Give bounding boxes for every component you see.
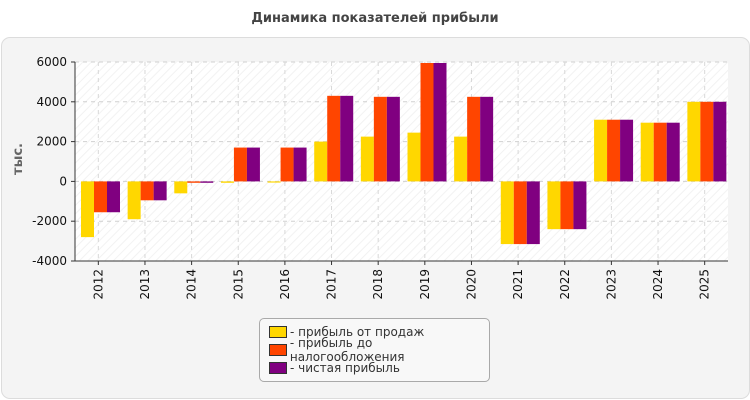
bar-net-profit-2018 xyxy=(386,96,400,182)
chart-title: Динамика показателей прибыли xyxy=(251,11,499,26)
y-tick-label: 2000 xyxy=(36,135,67,149)
bar-pretax-profit-2012 xyxy=(94,181,107,213)
bar-sales-profit-2019 xyxy=(407,132,421,182)
x-tick-label: 2023 xyxy=(604,269,618,300)
bar-sales-profit-2015 xyxy=(220,181,234,183)
bar-sales-profit-2024 xyxy=(640,122,654,182)
x-tick-label: 2020 xyxy=(464,269,478,300)
bar-sales-profit-2017 xyxy=(314,141,328,182)
bar-net-profit-2019 xyxy=(433,62,447,182)
legend-label-pretax-profit: - прибыль до налогообложения xyxy=(289,335,405,364)
legend-swatch-sales-profit xyxy=(269,325,287,338)
y-tick-label: 4000 xyxy=(36,95,67,109)
axes: 6000 4000 2000 0 -2000 -4000 2012 2013 2014 2015 2… xyxy=(32,55,728,300)
bar-net-profit-2015 xyxy=(246,147,260,182)
bar-net-profit-2012 xyxy=(107,181,120,213)
x-tick-label: 2015 xyxy=(231,269,245,300)
y-tick-label: 0 xyxy=(59,174,67,188)
bar-sales-profit-2013 xyxy=(127,181,141,220)
x-tick-label: 2017 xyxy=(325,269,339,300)
bar-pretax-profit-2022 xyxy=(560,181,574,230)
y-tick-label: 6000 xyxy=(36,55,67,69)
bar-net-profit-2017 xyxy=(340,95,354,182)
bar-pretax-profit-2017 xyxy=(327,95,341,182)
y-tick-label: -2000 xyxy=(32,214,67,228)
bar-net-profit-2021 xyxy=(526,181,540,245)
bar-pretax-profit-2019 xyxy=(420,62,434,182)
x-tick-label: 2014 xyxy=(185,269,199,300)
bar-pretax-profit-2018 xyxy=(373,96,387,182)
bar-pretax-profit-2016 xyxy=(280,147,294,182)
bar-pretax-profit-2024 xyxy=(653,122,667,182)
legend-swatch-pretax-profit xyxy=(269,343,287,356)
bar-net-profit-2024 xyxy=(666,122,680,182)
x-tick-label: 2024 xyxy=(651,269,665,300)
bar-pretax-profit-2013 xyxy=(140,181,154,201)
x-tick-label: 2013 xyxy=(138,269,152,300)
bar-net-profit-2014 xyxy=(200,181,214,183)
bar-net-profit-2023 xyxy=(620,119,634,182)
y-axis-label: тыс. xyxy=(11,143,26,175)
bar-sales-profit-2014 xyxy=(174,181,188,194)
legend-item-pretax-profit: - прибыль до налогообложения xyxy=(269,336,489,364)
legend-item-net-profit: - чистая прибыль xyxy=(269,360,400,375)
bar-sales-profit-2018 xyxy=(360,136,374,182)
bars xyxy=(81,62,727,245)
bar-sales-profit-2022 xyxy=(547,181,561,230)
bar-pretax-profit-2025 xyxy=(700,101,714,182)
legend-swatch-net-profit xyxy=(269,361,287,374)
y-tick-label: -4000 xyxy=(32,254,67,268)
legend-label-net-profit: - чистая прибыль xyxy=(290,360,400,375)
x-tick-label: 2012 xyxy=(91,269,105,300)
bar-net-profit-2016 xyxy=(293,147,307,182)
bar-sales-profit-2020 xyxy=(454,136,468,182)
bar-net-profit-2022 xyxy=(573,181,587,230)
legend-label-sales-profit: - прибыль от продаж xyxy=(290,324,425,339)
bar-pretax-profit-2015 xyxy=(233,147,247,182)
x-tick-label: 2022 xyxy=(558,269,572,300)
x-tick-label: 2019 xyxy=(418,269,432,300)
bar-sales-profit-2021 xyxy=(500,181,514,245)
bar-pretax-profit-2021 xyxy=(513,181,527,245)
bar-pretax-profit-2020 xyxy=(467,96,481,182)
x-tick-label: 2016 xyxy=(278,269,292,300)
legend-item-sales-profit: - прибыль от продаж xyxy=(269,324,424,339)
x-tick-label: 2025 xyxy=(698,269,712,300)
bar-sales-profit-2025 xyxy=(687,101,701,182)
bar-net-profit-2020 xyxy=(480,96,494,182)
bar-net-profit-2025 xyxy=(713,101,727,182)
bar-pretax-profit-2014 xyxy=(187,181,201,183)
legend: - прибыль от продаж - прибыль до налогоо… xyxy=(259,318,490,382)
bar-sales-profit-2012 xyxy=(81,181,94,238)
bar-sales-profit-2016 xyxy=(267,181,281,183)
bar-net-profit-2013 xyxy=(153,181,167,201)
x-tick-label: 2021 xyxy=(511,269,525,300)
bar-pretax-profit-2023 xyxy=(607,119,621,182)
x-tick-label: 2018 xyxy=(371,269,385,300)
bar-sales-profit-2023 xyxy=(594,119,608,182)
